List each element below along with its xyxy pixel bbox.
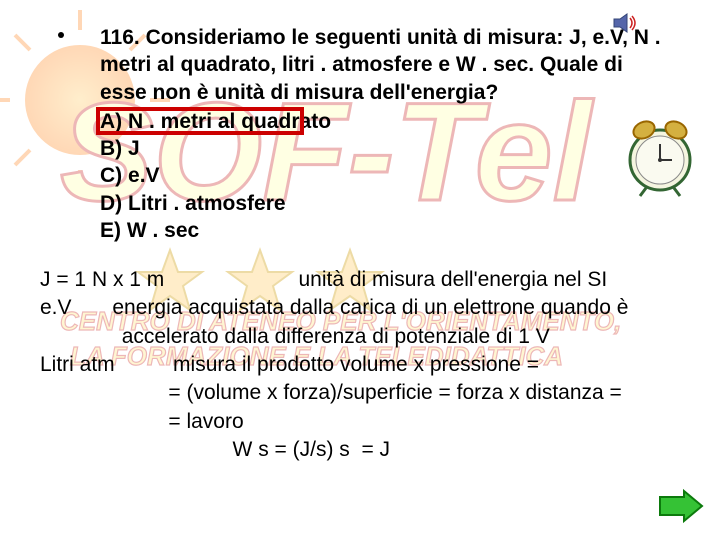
option-d: D) Litri . atmosfere (100, 190, 672, 217)
exp-line-7: W s = (J/s) s = J (40, 436, 700, 464)
exp-line-1: J = 1 N x 1 m unità di misura dell'energ… (40, 266, 700, 294)
option-b: B) J (100, 135, 672, 162)
exp-line-5: = (volume x forza)/superficie = forza x … (40, 379, 700, 407)
bullet-icon (58, 32, 64, 38)
next-arrow-button[interactable] (656, 487, 706, 530)
sound-icon[interactable] (612, 12, 638, 39)
explanation-block: J = 1 N x 1 m unità di misura dell'energ… (40, 266, 700, 464)
exp-line-4: Litri atm misura il prodotto volume x pr… (40, 351, 700, 379)
exp-line-6: = lavoro (40, 408, 700, 436)
option-c: C) e.V (100, 162, 672, 189)
exp-line-2: e.V energia acquistata dalla carica di u… (40, 294, 700, 322)
question-text: 116. Consideriamo le seguenti unità di m… (72, 24, 672, 106)
answer-highlight-box (96, 107, 304, 135)
option-e: E) W . sec (100, 217, 672, 244)
exp-line-3: accelerato dalla differenza di potenzial… (40, 323, 700, 351)
